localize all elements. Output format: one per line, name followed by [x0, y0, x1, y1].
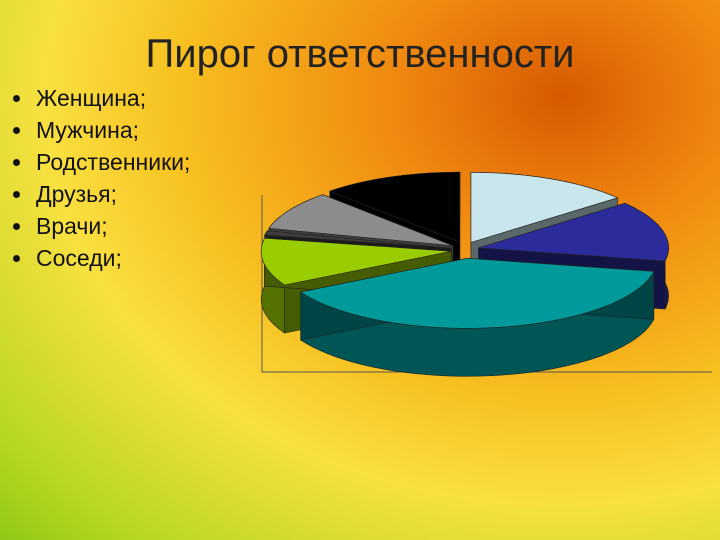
pie-slice — [268, 194, 454, 247]
bullet: Друзья; — [34, 178, 190, 210]
pie-slice — [328, 171, 461, 243]
pie-slice — [478, 202, 669, 262]
bullet: Соседи; — [34, 242, 190, 274]
bullet: Мужчина; — [34, 114, 190, 146]
pie-slice — [260, 237, 452, 286]
bullet-list: Женщина;Мужчина;Родственники;Друзья;Врач… — [0, 82, 190, 274]
pie-slice — [299, 257, 655, 329]
slide-title: Пирог ответственности — [145, 32, 575, 76]
pie-slice — [264, 230, 452, 249]
pie-slice — [470, 172, 619, 243]
bullet: Женщина; — [34, 82, 190, 114]
bullet: Врачи; — [34, 210, 190, 242]
bullet: Родственники; — [34, 146, 190, 178]
